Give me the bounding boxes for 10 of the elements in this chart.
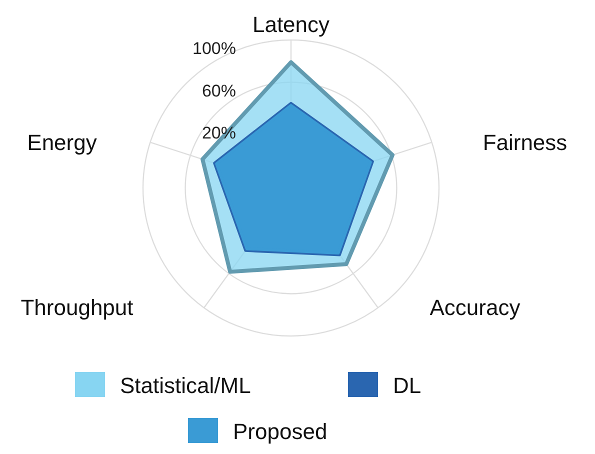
legend-label: Statistical/ML <box>120 373 251 398</box>
spoke-label: Fairness <box>482 130 568 155</box>
spoke-label: Latency <box>252 12 330 37</box>
spoke-label: Throughput <box>20 295 134 320</box>
spoke-label: Accuracy <box>430 295 520 320</box>
spoke-label: Energy <box>27 130 97 155</box>
y-tick-label: 60% <box>202 81 236 100</box>
legend-label: Proposed <box>233 419 328 444</box>
y-tick-label: 100% <box>192 39 236 58</box>
legend-label: DL <box>393 373 422 398</box>
